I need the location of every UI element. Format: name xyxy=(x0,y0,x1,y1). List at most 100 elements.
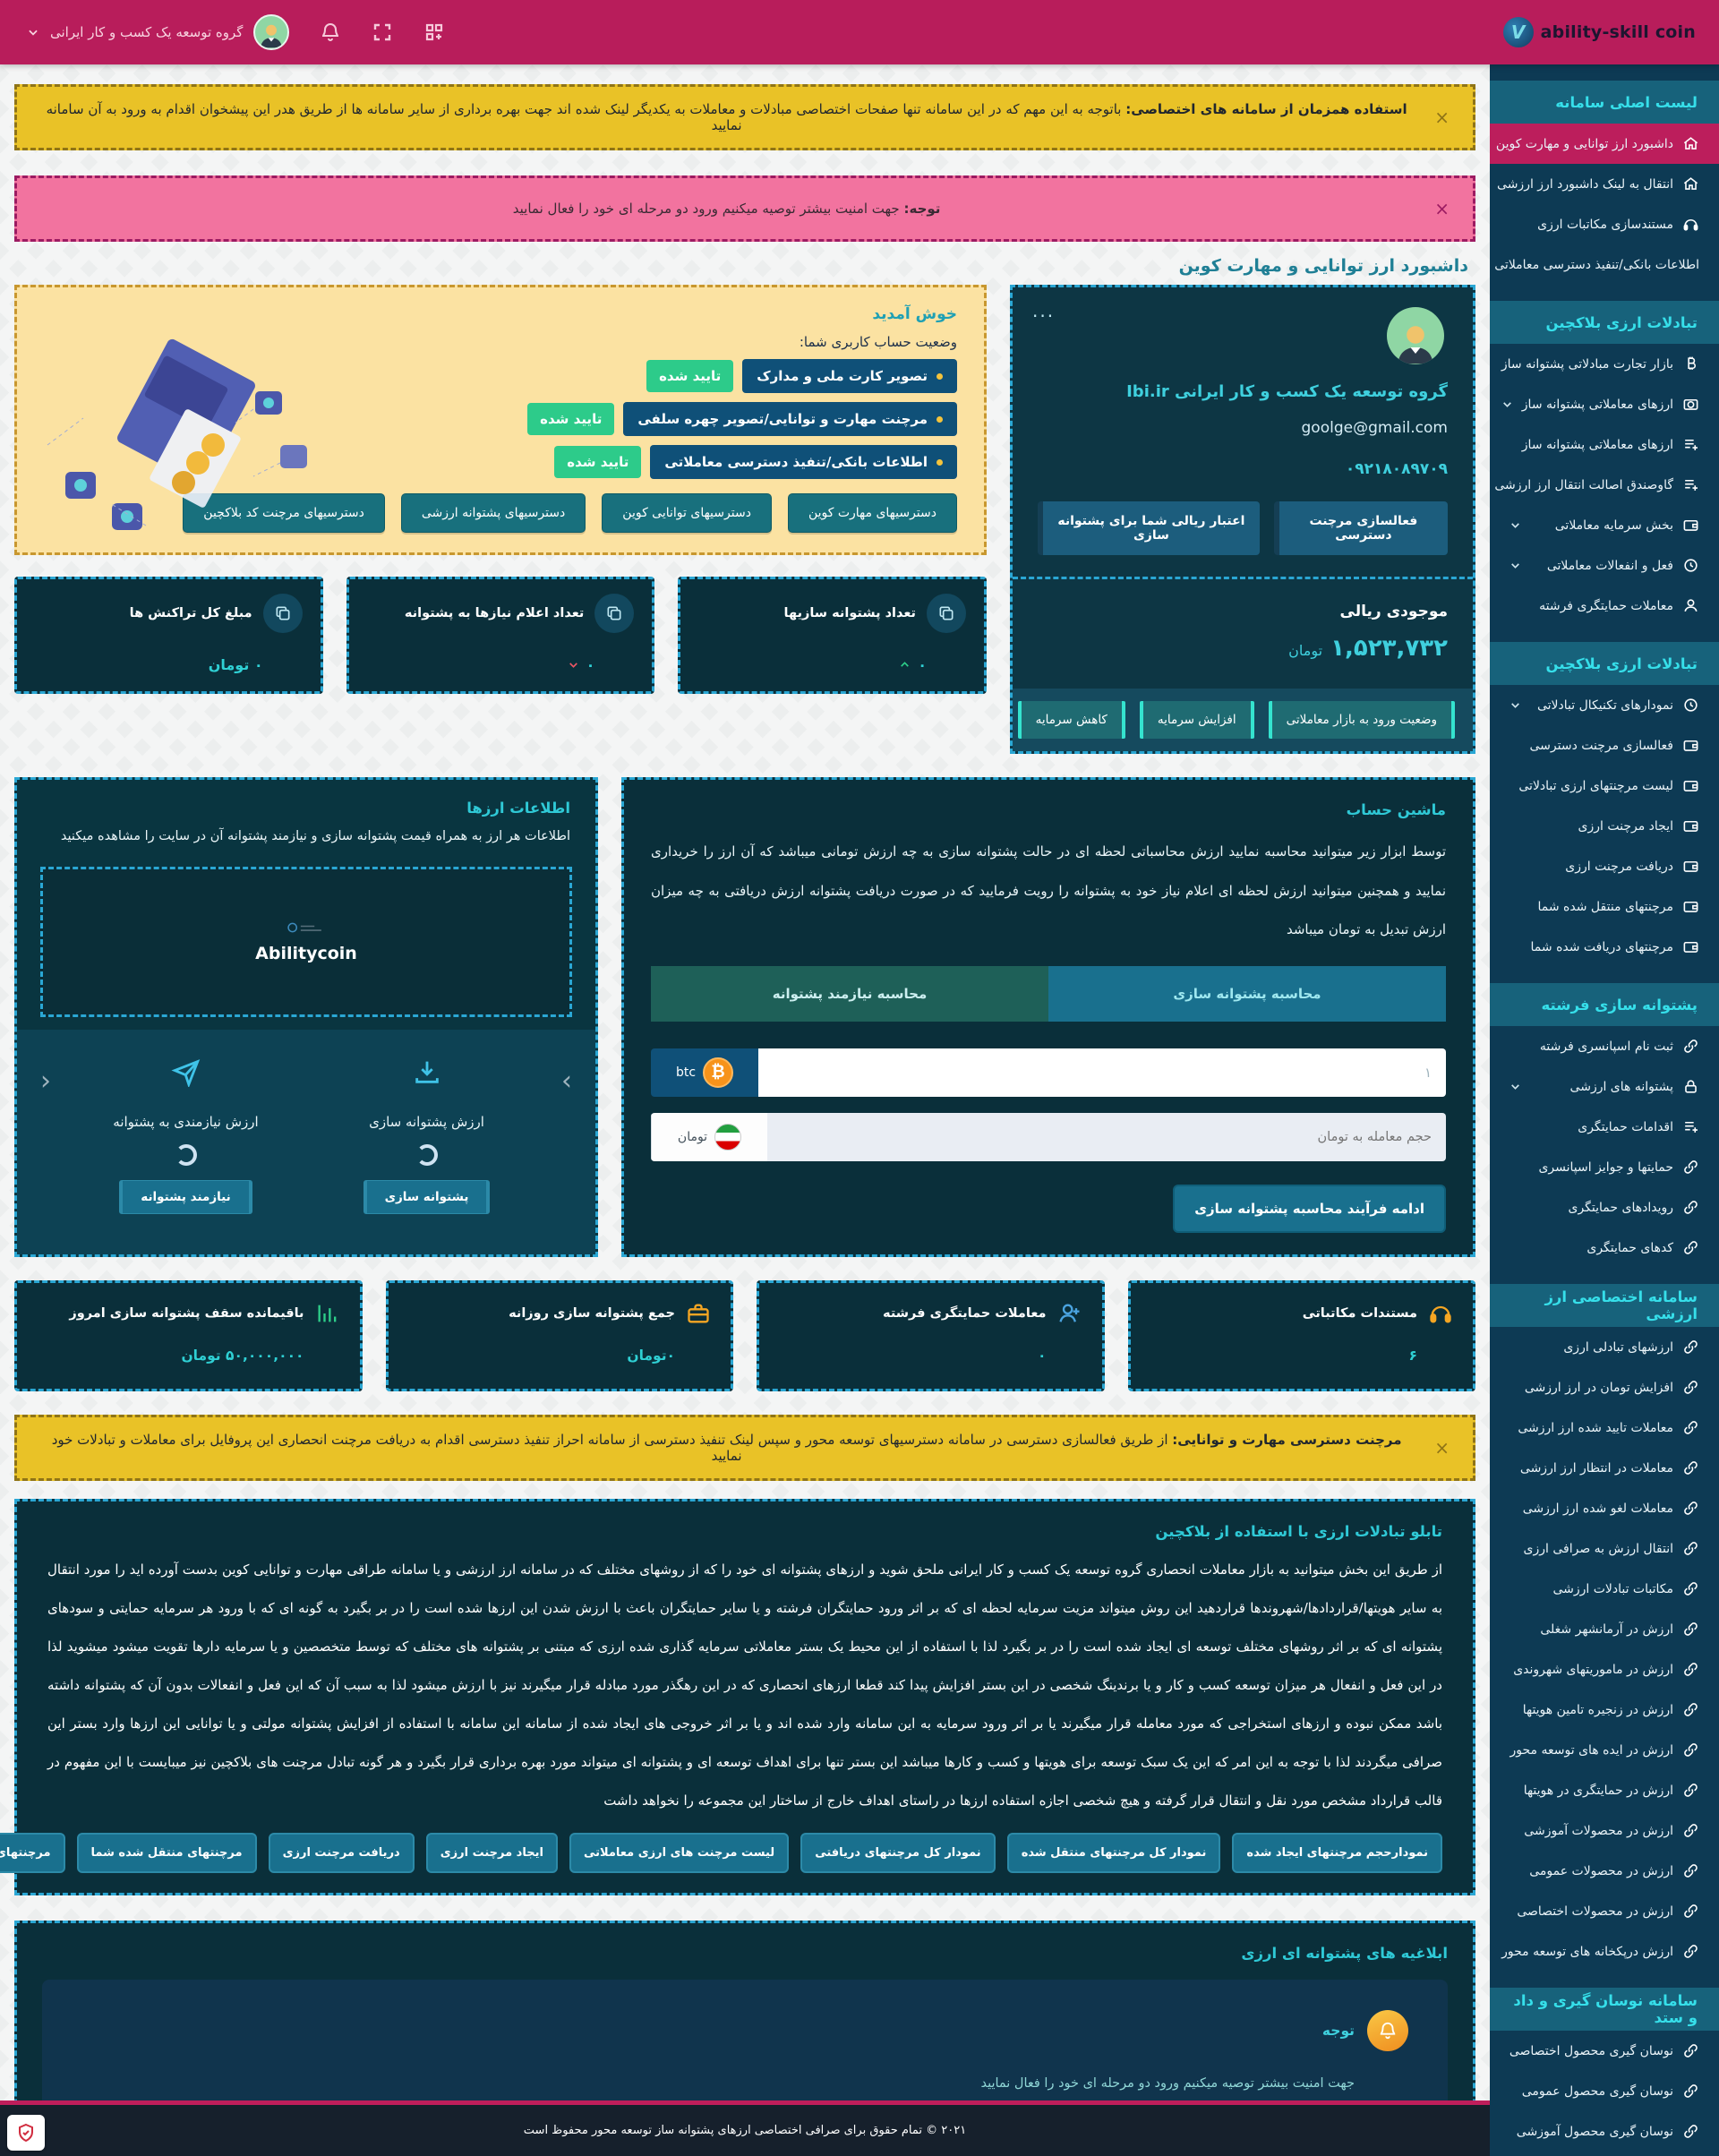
capital-action-button[interactable]: کاهش سرمایه xyxy=(1017,701,1125,739)
access-button[interactable]: دسترسیهای پشتوانه ارزشی xyxy=(400,493,586,533)
chevron-down-icon xyxy=(1509,1081,1521,1092)
board-action-button[interactable]: دریافت مرچنت ارزی xyxy=(268,1832,415,1873)
sidebar-item[interactable]: ارزش در حمایتگری در هویتها xyxy=(1490,1770,1719,1810)
sidebar-item[interactable]: ارزهای معاملاتی پشتوانه ساز xyxy=(1490,424,1719,465)
continue-calculation-button[interactable]: ادامه فرآیند محاسبه پشتوانه سازی xyxy=(1173,1184,1446,1233)
sidebar-item[interactable]: معاملات در انتظار ارز ارزشی xyxy=(1490,1448,1719,1488)
notifications-bell-icon[interactable] xyxy=(320,21,341,43)
sidebar-item[interactable]: اطلاعات بانکی/تنفیذ دسترسی معاملاتی xyxy=(1490,244,1719,285)
amount-input[interactable] xyxy=(758,1048,1446,1097)
carousel-panel: ارزش نیازمندی به پشتوانه نیازمند پشتوانه xyxy=(65,1046,306,1235)
close-icon[interactable]: × xyxy=(1434,1436,1450,1459)
headset-icon xyxy=(1428,1301,1453,1326)
sidebar-item[interactable]: ارزشهای تبادلی ارزی xyxy=(1490,1327,1719,1367)
sidebar-item[interactable]: مستندسازی مکاتبات ارزی xyxy=(1490,204,1719,244)
tab-backing-calc[interactable]: محاسبه پشتوانه سازی xyxy=(1048,965,1446,1022)
coin-slide[interactable]: Abilitycoin xyxy=(40,867,572,1017)
sidebar-item[interactable]: معاملات تایید شده ارز ارزشی xyxy=(1490,1407,1719,1448)
fullscreen-icon[interactable] xyxy=(372,21,393,43)
sidebar-item-label: معاملات لغو شده ارز ارزشی xyxy=(1522,1501,1673,1516)
home-icon xyxy=(1682,135,1699,152)
sidebar-item[interactable]: نمودارهای تکنیکال تبادلاتی xyxy=(1490,685,1719,725)
board-action-button[interactable]: ایجاد مرچنت ارزی xyxy=(425,1832,558,1873)
sidebar-item[interactable]: نوسان گیری پشتوانه ایده ای xyxy=(1490,2152,1719,2156)
capital-action-button[interactable]: افزایش سرمایه xyxy=(1139,701,1254,739)
sidebar-item[interactable]: اقدامات حمایتگری xyxy=(1490,1107,1719,1147)
sidebar-item-label: ارزش در محصولات اختصاصی xyxy=(1517,1904,1673,1919)
sidebar-item-label: ارزش در آرمانشهر شغلی xyxy=(1540,1621,1673,1637)
access-button[interactable]: دسترسیهای مرچنت کد بلاکچین xyxy=(183,493,385,533)
link-icon xyxy=(1682,1943,1699,1960)
sidebar-item[interactable]: مرچنتهای دریافت شده شما xyxy=(1490,927,1719,967)
close-icon[interactable]: × xyxy=(1434,107,1450,128)
board-action-button[interactable]: نمودار کل مرچنتهای منتقل شده xyxy=(1006,1832,1221,1873)
board-action-button[interactable]: نمودار کل مرچنتهای دریافتی xyxy=(800,1832,996,1873)
sidebar-item[interactable]: ارزش در محصولات عمومی xyxy=(1490,1851,1719,1891)
sidebar-item-label: ارزش درپکخانه های توسعه محور xyxy=(1501,1944,1673,1959)
sidebar-item[interactable]: رویدادهای حمایتگری xyxy=(1490,1187,1719,1228)
carousel-prev-icon[interactable]: ‹ xyxy=(40,1065,51,1097)
lock-icon xyxy=(1682,1078,1699,1095)
sidebar-item[interactable]: ارزش درپکخانه های توسعه محور xyxy=(1490,1931,1719,1972)
user-menu[interactable]: گروه توسعه یک کسب و کار ایرانی xyxy=(27,14,290,50)
sidebar-item[interactable]: دریافت مرچنت ارزی xyxy=(1490,846,1719,886)
sidebar-item-label: ارزهای معاملاتی پشتوانه ساز xyxy=(1521,437,1673,452)
profile-action-button[interactable]: اعتبار ریالی شما برای پشتوانه سازی xyxy=(1038,501,1260,555)
link-icon xyxy=(1682,1661,1699,1678)
trend-down-icon xyxy=(568,659,579,671)
apps-grid-icon[interactable] xyxy=(423,21,445,43)
sidebar-item[interactable]: ارزش در ایده های توسعه محور xyxy=(1490,1730,1719,1770)
carousel-panel-button[interactable]: نیازمند پشتوانه xyxy=(119,1180,252,1214)
sidebar-item-label: ارزش در ایده های توسعه محور xyxy=(1509,1742,1673,1758)
sidebar-item[interactable]: ارزش در ماموریتهای شهروندی xyxy=(1490,1649,1719,1690)
link-icon xyxy=(1682,2083,1699,2100)
sidebar-item[interactable]: مرچنتهای منتقل شده شما xyxy=(1490,886,1719,927)
sidebar-item[interactable]: پشتوانه های ارزشی xyxy=(1490,1066,1719,1107)
chart-icon xyxy=(315,1301,340,1326)
board-title: تابلو تبادلات ارزی با استفاده از بلاکچین xyxy=(1155,1522,1442,1540)
sidebar-item[interactable]: معاملات لغو شده ارز ارزشی xyxy=(1490,1488,1719,1528)
sidebar-item[interactable]: انتقال به لینک داشبورد ارز ارزشی xyxy=(1490,164,1719,204)
board-action-button[interactable]: لیست مرچنت های ارزی معاملاتی xyxy=(569,1832,790,1873)
sidebar-item[interactable]: ثبت نام اسپانسری فرشته xyxy=(1490,1026,1719,1066)
profile-action-button[interactable]: فعالسازی مرچنت دسترسی xyxy=(1273,501,1448,555)
sidebar-item[interactable]: نوسان گیری محصول آموزشی xyxy=(1490,2111,1719,2152)
sidebar-item[interactable]: فعل و انفعالات معاملاتی xyxy=(1490,545,1719,586)
sidebar-item[interactable]: معاملات حمایتگری فرشته xyxy=(1490,586,1719,626)
sidebar-item[interactable]: ارزش در محصولات اختصاصی xyxy=(1490,1891,1719,1931)
sidebar-item[interactable]: مکاتبات تبادلات ارزشی xyxy=(1490,1569,1719,1609)
capital-action-button[interactable]: وضعیت ورود به بازار معاملاتی xyxy=(1268,701,1455,739)
sidebar-item[interactable]: ارزهای معاملاتی پشتوانه ساز xyxy=(1490,384,1719,424)
sidebar-item[interactable]: ارزش در آرمانشهر شغلی xyxy=(1490,1609,1719,1649)
sidebar-item[interactable]: لیست مرچنتهای ارزی تبادلاتی xyxy=(1490,766,1719,806)
sidebar-item[interactable]: گاوصندق اصالت انتقال ارز ارزشی xyxy=(1490,465,1719,505)
sidebar-item[interactable]: فعالسازی مرچنت دسترسی xyxy=(1490,725,1719,766)
access-button[interactable]: دسترسیهای توانایی کوین xyxy=(602,493,772,533)
more-options-icon[interactable]: ... xyxy=(1032,300,1056,321)
copy-icon xyxy=(262,594,303,633)
sidebar-item[interactable]: ارزش در زنجیره تامین هویتها xyxy=(1490,1690,1719,1730)
sidebar-item[interactable]: انتقال ارزش به صرافی ارزی xyxy=(1490,1528,1719,1569)
sidebar-item[interactable]: ایجاد مرچنت ارزی xyxy=(1490,806,1719,846)
access-button[interactable]: دسترسیهای مهارت کوین xyxy=(787,493,957,533)
carousel-next-icon[interactable]: › xyxy=(561,1065,572,1097)
board-action-button[interactable]: مرچنتهای منتقل شده شما xyxy=(76,1832,257,1873)
sidebar-item[interactable]: ارزش در محصولات آموزشی xyxy=(1490,1810,1719,1851)
sidebar-item[interactable]: نوسان گیری محصول عمومی xyxy=(1490,2071,1719,2111)
trust-seal-badge[interactable] xyxy=(7,2115,45,2151)
carousel-panel-button[interactable]: پشتوانه سازی xyxy=(363,1180,491,1214)
sidebar-item[interactable]: حمایتها و جوایز اسپانسری xyxy=(1490,1147,1719,1187)
sidebar-item[interactable]: افزایش تومان در ارز ارزشی xyxy=(1490,1367,1719,1407)
close-icon[interactable]: × xyxy=(1434,198,1450,219)
app-logo[interactable]: V ability-skill coin xyxy=(1502,0,1696,64)
sidebar-item[interactable]: نوسان گیری محصول اختصاصی xyxy=(1490,2031,1719,2071)
sidebar-item[interactable]: بازار تجارت مبادلاتی پشتوانه ساز xyxy=(1490,344,1719,384)
sidebar-item[interactable]: کدهای حمایتگری xyxy=(1490,1228,1719,1268)
board-action-button[interactable]: مرچنتهای دریافت شده شما xyxy=(0,1832,65,1873)
link-icon xyxy=(1682,1621,1699,1638)
board-action-button[interactable]: نمودارحجم مرچنتهای ایجاد شده xyxy=(1232,1832,1442,1873)
tab-need-backing[interactable]: محاسبه نیازمند پشتوانه xyxy=(651,965,1048,1022)
toman-volume-input[interactable] xyxy=(767,1112,1446,1161)
sidebar-item[interactable]: داشبورد ارز توانایی و مهارت کوین xyxy=(1490,124,1719,164)
sidebar-item[interactable]: بخش سرمایه معاملاتی xyxy=(1490,505,1719,545)
